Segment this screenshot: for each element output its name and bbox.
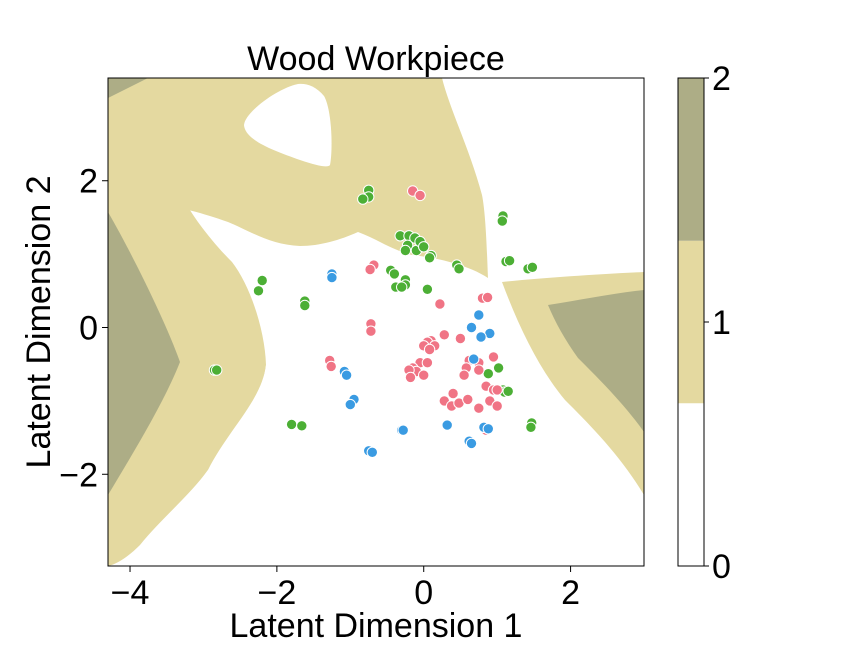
data-point bbox=[441, 419, 453, 431]
data-point bbox=[496, 215, 508, 227]
data-point bbox=[447, 387, 459, 400]
data-point bbox=[340, 369, 353, 381]
y-axis-label: Latent Dimension 2 bbox=[20, 176, 58, 469]
decision-regions bbox=[108, 78, 644, 566]
x-axis-ticks: −4 −2 0 2 bbox=[111, 566, 580, 612]
data-point bbox=[414, 189, 426, 202]
data-point bbox=[344, 398, 356, 411]
data-point bbox=[468, 353, 480, 365]
data-point bbox=[418, 369, 430, 381]
data-point bbox=[475, 331, 487, 343]
data-point bbox=[325, 360, 337, 373]
x-tick-label: 2 bbox=[561, 574, 580, 612]
data-point bbox=[525, 421, 537, 433]
data-point bbox=[397, 424, 409, 436]
data-point bbox=[423, 252, 436, 264]
region-class-1-left bbox=[108, 180, 266, 566]
data-point bbox=[473, 402, 485, 414]
data-point bbox=[482, 423, 494, 435]
data-point bbox=[399, 244, 412, 257]
x-tick-label: 0 bbox=[414, 574, 433, 612]
data-point bbox=[404, 371, 417, 384]
data-point bbox=[357, 193, 369, 205]
chart-title: Wood Workpiece bbox=[247, 40, 505, 78]
data-point bbox=[526, 261, 539, 273]
plot-frame bbox=[107, 77, 645, 567]
y-axis-ticks: −2 0 2 bbox=[59, 163, 108, 494]
data-point bbox=[364, 263, 376, 276]
data-point bbox=[491, 384, 503, 396]
data-point bbox=[366, 446, 378, 458]
x-tick-label: −2 bbox=[257, 574, 296, 612]
data-point bbox=[438, 329, 450, 341]
colorbar-band bbox=[678, 403, 704, 566]
x-axis-label: Latent Dimension 1 bbox=[230, 607, 523, 645]
data-point bbox=[454, 332, 467, 345]
colorbar-band bbox=[678, 240, 704, 404]
data-point bbox=[421, 357, 434, 369]
colorbar-band bbox=[678, 78, 704, 241]
x-tick-label: −4 bbox=[111, 574, 150, 612]
colorbar-tick-label: 1 bbox=[712, 304, 731, 342]
data-point bbox=[491, 400, 503, 412]
data-point bbox=[462, 393, 474, 406]
colorbar-tick-label: 0 bbox=[712, 548, 731, 586]
data-point bbox=[465, 437, 478, 450]
scatter-points bbox=[208, 184, 539, 458]
region-class-1-upper bbox=[108, 78, 488, 278]
data-point bbox=[473, 309, 485, 321]
data-point bbox=[453, 263, 465, 275]
colorbar-tick-label: 2 bbox=[712, 60, 731, 98]
data-point bbox=[365, 325, 377, 337]
data-point bbox=[492, 362, 505, 374]
data-point bbox=[326, 271, 338, 284]
data-point bbox=[299, 299, 311, 312]
data-point bbox=[473, 364, 485, 376]
data-point bbox=[434, 298, 446, 310]
data-point bbox=[296, 420, 308, 432]
data-point bbox=[211, 364, 223, 376]
region-class-2-left bbox=[108, 212, 180, 495]
data-point bbox=[256, 274, 268, 287]
y-tick-label: 2 bbox=[79, 163, 98, 201]
y-tick-label: −2 bbox=[59, 456, 98, 494]
region-class-2-corner bbox=[108, 78, 148, 98]
data-point bbox=[458, 369, 470, 381]
data-point bbox=[396, 281, 408, 293]
region-class-0-left-cut bbox=[140, 365, 266, 566]
data-point bbox=[423, 343, 436, 356]
data-point bbox=[388, 268, 401, 280]
colorbar: 0 1 2 bbox=[677, 60, 731, 586]
data-point bbox=[503, 255, 516, 267]
data-point bbox=[482, 368, 494, 380]
data-point bbox=[421, 283, 434, 295]
data-point bbox=[285, 418, 298, 431]
region-class-0-hole bbox=[244, 83, 332, 167]
data-point bbox=[252, 285, 265, 297]
y-tick-label: 0 bbox=[79, 310, 98, 348]
data-point bbox=[487, 351, 500, 363]
data-point bbox=[418, 241, 430, 253]
data-point bbox=[465, 321, 478, 334]
data-point bbox=[481, 291, 494, 304]
region-class-2-right bbox=[548, 290, 644, 432]
data-point bbox=[502, 385, 514, 397]
